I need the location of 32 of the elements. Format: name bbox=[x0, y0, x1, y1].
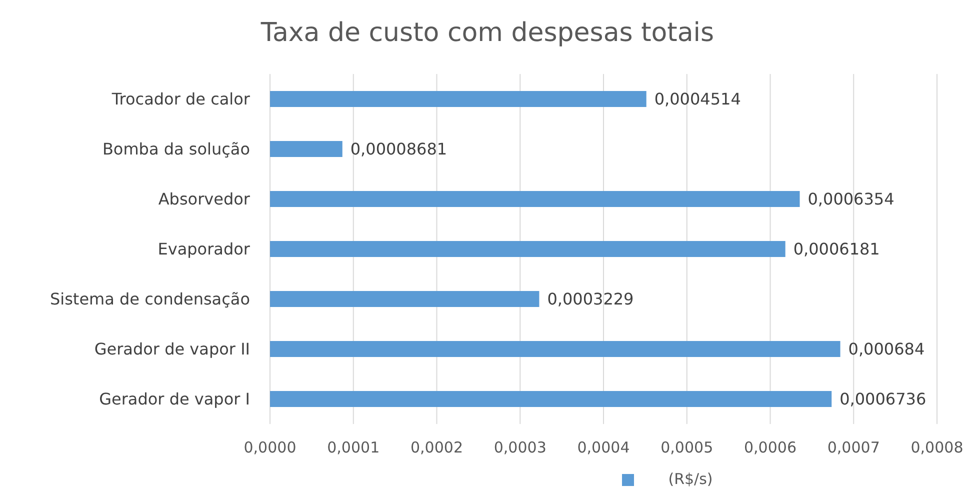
x-tick-label: 0,0002 bbox=[410, 438, 463, 457]
x-tick-label: 0,0004 bbox=[577, 438, 630, 457]
bar bbox=[270, 91, 646, 107]
x-tick-label: 0,0006 bbox=[744, 438, 796, 457]
y-tick-label: Evaporador bbox=[158, 240, 250, 259]
chart-title: Taxa de custo com despesas totais bbox=[260, 17, 716, 50]
y-tick-label: Gerador de vapor II bbox=[94, 340, 250, 359]
y-tick-label: Absorvedor bbox=[158, 190, 250, 209]
bar bbox=[270, 191, 800, 207]
x-tick-label: 0,0008 bbox=[910, 438, 964, 457]
x-tick-label: 0,0005 bbox=[660, 438, 714, 457]
legend-label: (R$/s) bbox=[668, 470, 713, 488]
data-label: 0,00008681 bbox=[350, 140, 448, 159]
x-tick-label: 0,0007 bbox=[827, 438, 880, 457]
y-tick-label: Bomba da solução bbox=[102, 140, 250, 159]
data-label: 0,0006736 bbox=[840, 390, 926, 409]
data-label: 0,000684 bbox=[848, 340, 925, 359]
bar bbox=[270, 291, 540, 307]
bar bbox=[270, 391, 832, 407]
bar bbox=[270, 341, 840, 357]
x-tick-label: 0,0003 bbox=[494, 438, 546, 457]
data-label: 0,0004514 bbox=[654, 90, 741, 109]
bar bbox=[270, 241, 786, 257]
data-label: 0,0003229 bbox=[547, 290, 634, 309]
data-label: 0,0006181 bbox=[793, 240, 880, 259]
data-label: 0,0006354 bbox=[808, 190, 894, 209]
x-tick-label: 0,0001 bbox=[327, 438, 380, 457]
y-tick-label: Gerador de vapor I bbox=[99, 390, 250, 409]
y-tick-label: Sistema de condensação bbox=[50, 290, 250, 309]
y-tick-label: Trocador de calor bbox=[110, 90, 250, 109]
bar bbox=[270, 141, 342, 157]
x-tick-label: 0,0000 bbox=[244, 438, 296, 457]
